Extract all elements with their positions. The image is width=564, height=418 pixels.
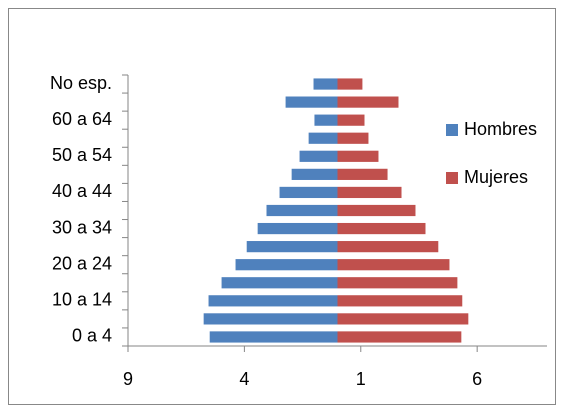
- bar: [337, 186, 402, 199]
- bar: [337, 222, 426, 235]
- legend-label: Hombres: [464, 119, 537, 139]
- x-tick-label: 4: [239, 369, 249, 389]
- bar: [266, 204, 338, 217]
- y-tick-label: No esp.: [50, 73, 112, 93]
- bar: [337, 331, 462, 343]
- bar: [279, 186, 338, 199]
- bar: [285, 96, 338, 108]
- y-tick-label: 40 a 44: [52, 181, 112, 201]
- bar: [337, 204, 416, 217]
- x-tick-label: 9: [123, 369, 133, 389]
- x-tick-label: 1: [356, 369, 366, 389]
- bar: [337, 96, 399, 108]
- bar: [203, 313, 338, 325]
- y-tick-label: 10 a 14: [52, 290, 112, 310]
- bar: [208, 295, 338, 307]
- bar: [257, 222, 338, 235]
- bar: [337, 150, 379, 162]
- x-tick-label: 6: [472, 369, 482, 389]
- bar: [221, 277, 338, 289]
- y-tick-label: 30 a 34: [52, 217, 112, 237]
- bar: [337, 132, 369, 144]
- bar: [337, 313, 469, 325]
- y-tick-label: 60 a 64: [52, 109, 112, 129]
- bar: [337, 277, 458, 289]
- bar: [313, 78, 338, 90]
- bar: [209, 331, 338, 343]
- bar: [308, 132, 338, 144]
- bar: [337, 114, 365, 126]
- legend-label: Mujeres: [464, 167, 528, 187]
- bar: [337, 78, 363, 90]
- y-tick-label: 0 a 4: [72, 326, 112, 346]
- bar: [235, 259, 338, 271]
- bar: [299, 150, 338, 162]
- legend-swatch: [446, 172, 458, 184]
- bar: [337, 168, 388, 180]
- bar: [337, 295, 463, 307]
- y-tick-label: 50 a 54: [52, 145, 112, 165]
- bar: [337, 259, 450, 271]
- bar: [314, 114, 338, 126]
- legend-swatch: [446, 124, 458, 136]
- bar: [337, 241, 439, 253]
- bar: [246, 241, 338, 253]
- y-tick-label: 20 a 24: [52, 253, 112, 273]
- bar: [291, 168, 338, 180]
